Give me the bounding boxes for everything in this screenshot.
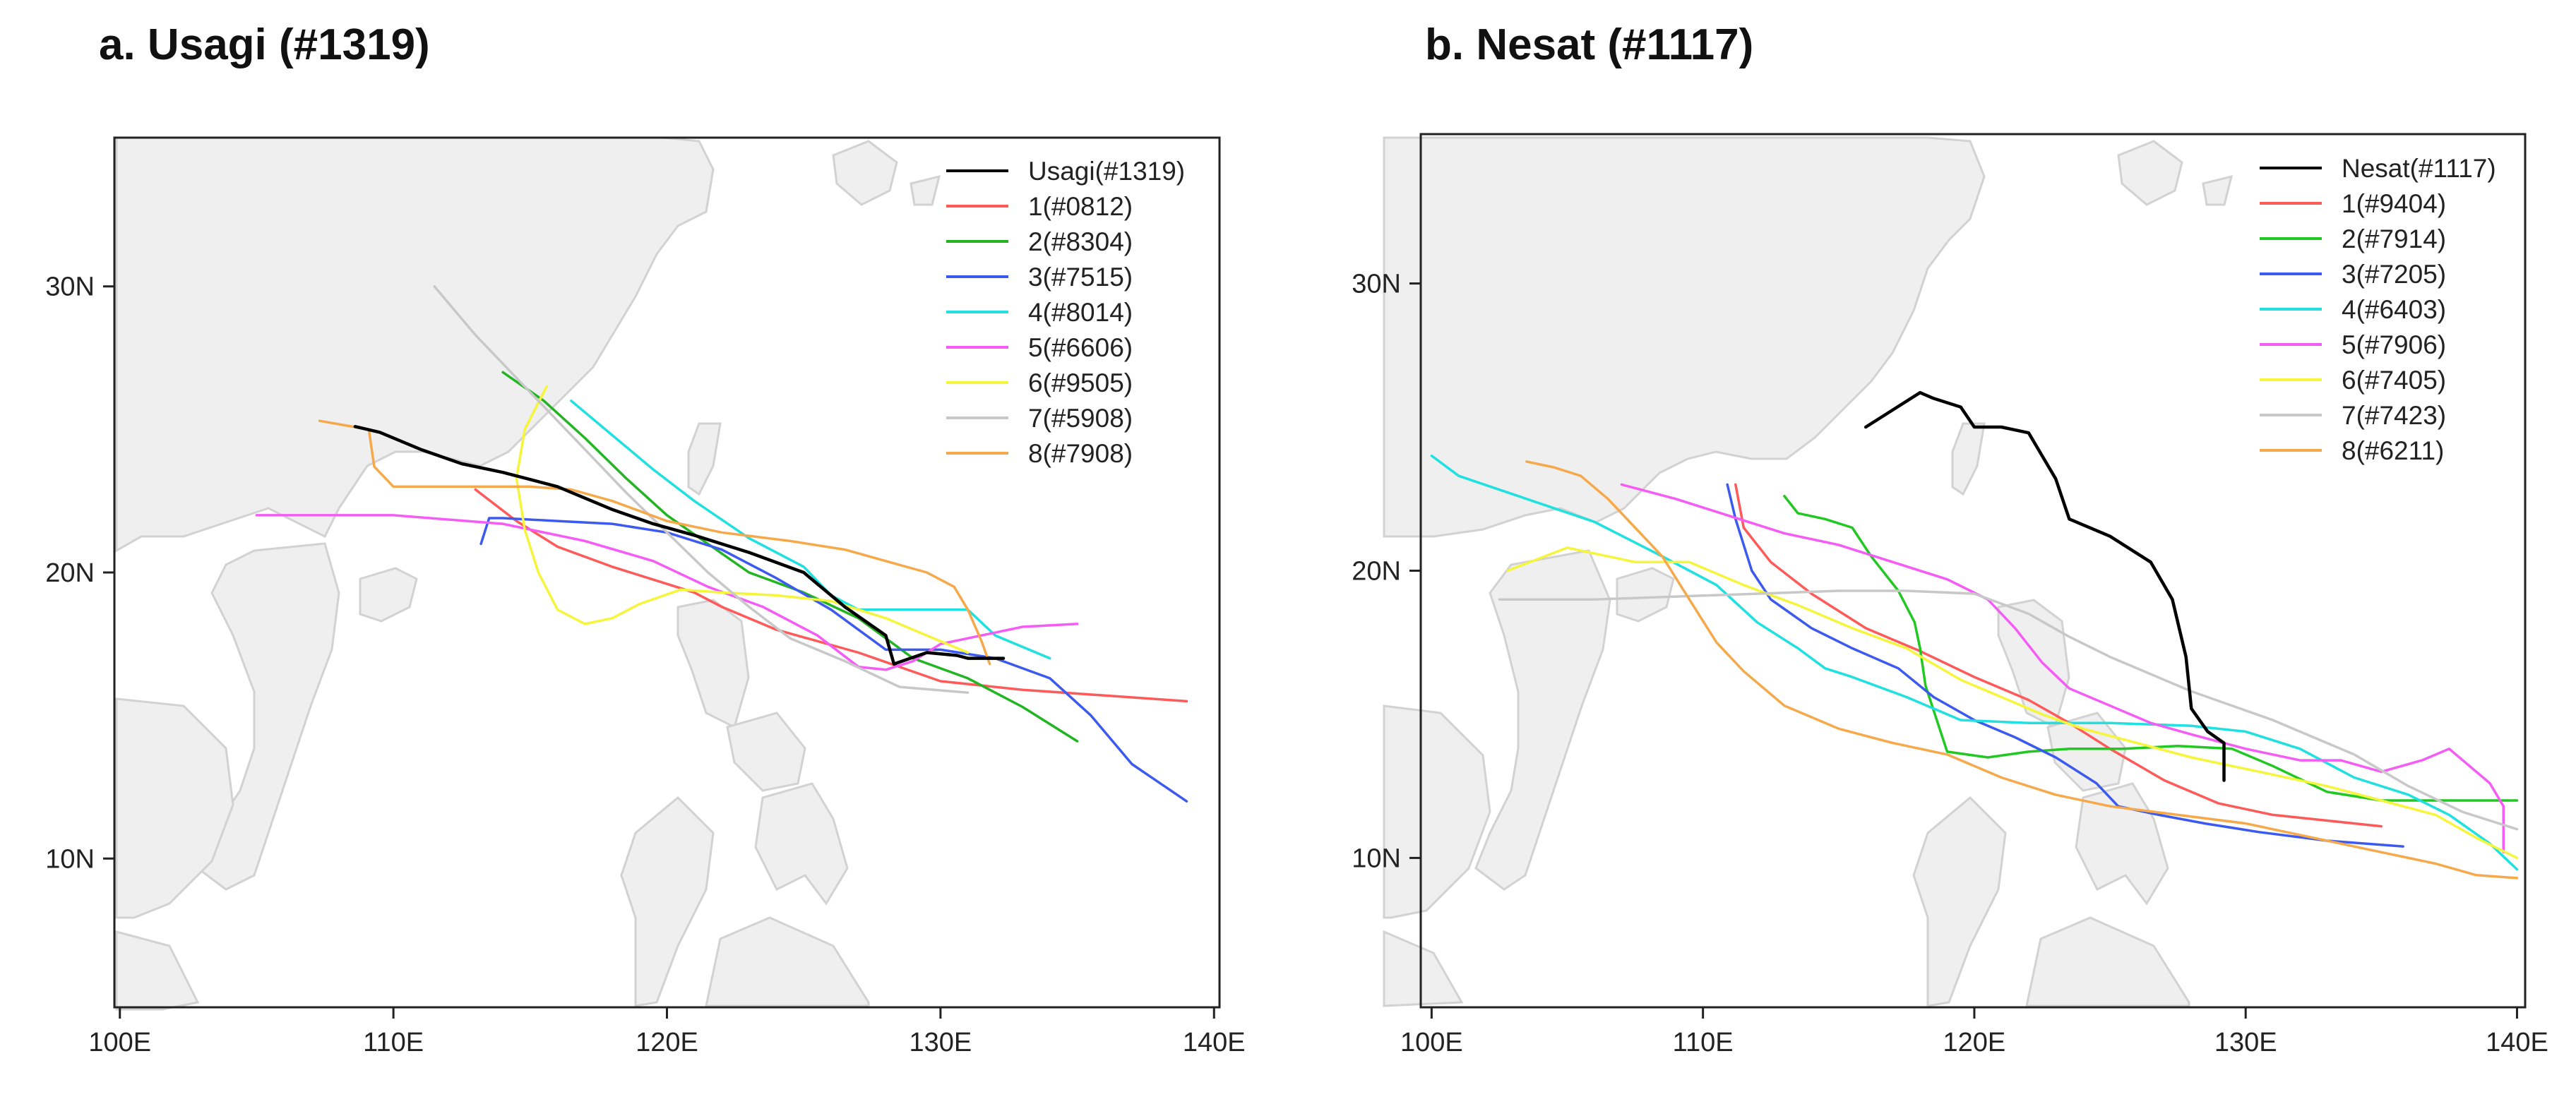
y-tick-label: 20N bbox=[1352, 557, 1401, 587]
x-axis: 100E 110E 120E 130E 140E bbox=[88, 1007, 1246, 1057]
track-line-4 bbox=[1430, 454, 2519, 871]
track-line-2 bbox=[501, 371, 1079, 743]
track-line-8 bbox=[318, 419, 991, 666]
legend-label: 7(#7423) bbox=[2342, 401, 2446, 430]
land-background bbox=[1383, 136, 2234, 1007]
legend-label: 6(#9505) bbox=[1028, 368, 1133, 397]
panel-a-title: a. Usagi (#1319) bbox=[99, 20, 430, 69]
x-tick-label: 140E bbox=[1183, 1028, 1246, 1057]
track-line-8 bbox=[1525, 460, 2519, 880]
legend-label: 6(#7405) bbox=[2342, 366, 2446, 395]
legend-label: 5(#6606) bbox=[1028, 333, 1133, 362]
y-tick-label: 10N bbox=[1352, 844, 1401, 873]
track-line-2 bbox=[1783, 494, 2519, 802]
legend-label: 8(#6211) bbox=[2342, 436, 2444, 465]
panel-b-title: b. Nesat (#1117) bbox=[1425, 20, 1754, 69]
x-tick-label: 130E bbox=[910, 1028, 972, 1057]
land-background bbox=[115, 136, 941, 1011]
legend-label: 4(#8014) bbox=[1028, 298, 1133, 327]
track-line-main bbox=[353, 425, 1006, 666]
x-tick-label: 130E bbox=[2214, 1028, 2277, 1057]
legend: Usagi(#1319) 1(#0812) 2(#8304) 3(#7515) 4(#8… bbox=[946, 157, 1185, 468]
legend-label: 3(#7515) bbox=[1028, 263, 1133, 292]
panel-b-track-map: 100E 110E 120E 130E 140E 10N 20N 30N Nesat(#11… bbox=[1352, 133, 2548, 1057]
legend: Nesat(#1117) 1(#9404) 2(#7914) 3(#7205) 4(#6… bbox=[2260, 154, 2496, 465]
track-line-main bbox=[1864, 390, 2226, 782]
typhoon-tracks bbox=[255, 284, 1188, 803]
y-tick-label: 30N bbox=[1352, 270, 1401, 299]
x-tick-label: 120E bbox=[636, 1028, 698, 1057]
legend-label: 8(#7908) bbox=[1028, 439, 1133, 468]
y-tick-label: 10N bbox=[45, 844, 95, 874]
legend-label: 2(#8304) bbox=[1028, 227, 1133, 256]
x-tick-label: 120E bbox=[1943, 1028, 2006, 1057]
x-axis: 100E 110E 120E 130E 140E bbox=[1400, 1007, 2548, 1057]
legend-label: Nesat(#1117) bbox=[2342, 154, 2496, 183]
legend-label: 4(#6403) bbox=[2342, 295, 2446, 324]
typhoon-tracks bbox=[1430, 390, 2519, 880]
x-tick-label: 110E bbox=[363, 1028, 424, 1057]
track-line-1 bbox=[1734, 483, 2383, 828]
track-line-5 bbox=[1620, 483, 2505, 854]
track-line-7 bbox=[433, 284, 970, 694]
track-line-1 bbox=[474, 488, 1188, 703]
legend-label: 5(#7906) bbox=[2342, 330, 2446, 359]
legend-label: 1(#9404) bbox=[2342, 189, 2446, 218]
y-axis: 10N 20N 30N bbox=[1352, 270, 1421, 873]
x-tick-label: 140E bbox=[2486, 1028, 2548, 1057]
legend-label: 1(#0812) bbox=[1028, 192, 1133, 221]
y-tick-label: 20N bbox=[45, 558, 95, 588]
track-line-6 bbox=[515, 385, 970, 654]
legend-label: 3(#7205) bbox=[2342, 260, 2446, 289]
x-tick-label: 110E bbox=[1673, 1028, 1734, 1057]
legend-label: 2(#7914) bbox=[2342, 224, 2446, 253]
track-line-4 bbox=[570, 400, 1051, 660]
legend-label: Usagi(#1319) bbox=[1028, 157, 1185, 186]
y-axis: 10N 20N 30N bbox=[45, 272, 114, 874]
track-line-5 bbox=[255, 514, 1079, 671]
legend-label: 7(#5908) bbox=[1028, 404, 1133, 433]
x-tick-label: 100E bbox=[88, 1028, 151, 1057]
track-line-3 bbox=[479, 517, 1188, 803]
panel-a-track-map: 100E 110E 120E 130E 140E 10N 20N 30N Usagi(#13… bbox=[45, 136, 1246, 1057]
track-line-6 bbox=[1506, 546, 2519, 860]
track-line-7 bbox=[1498, 589, 2519, 831]
x-tick-label: 100E bbox=[1400, 1028, 1463, 1057]
y-tick-label: 30N bbox=[45, 272, 95, 302]
